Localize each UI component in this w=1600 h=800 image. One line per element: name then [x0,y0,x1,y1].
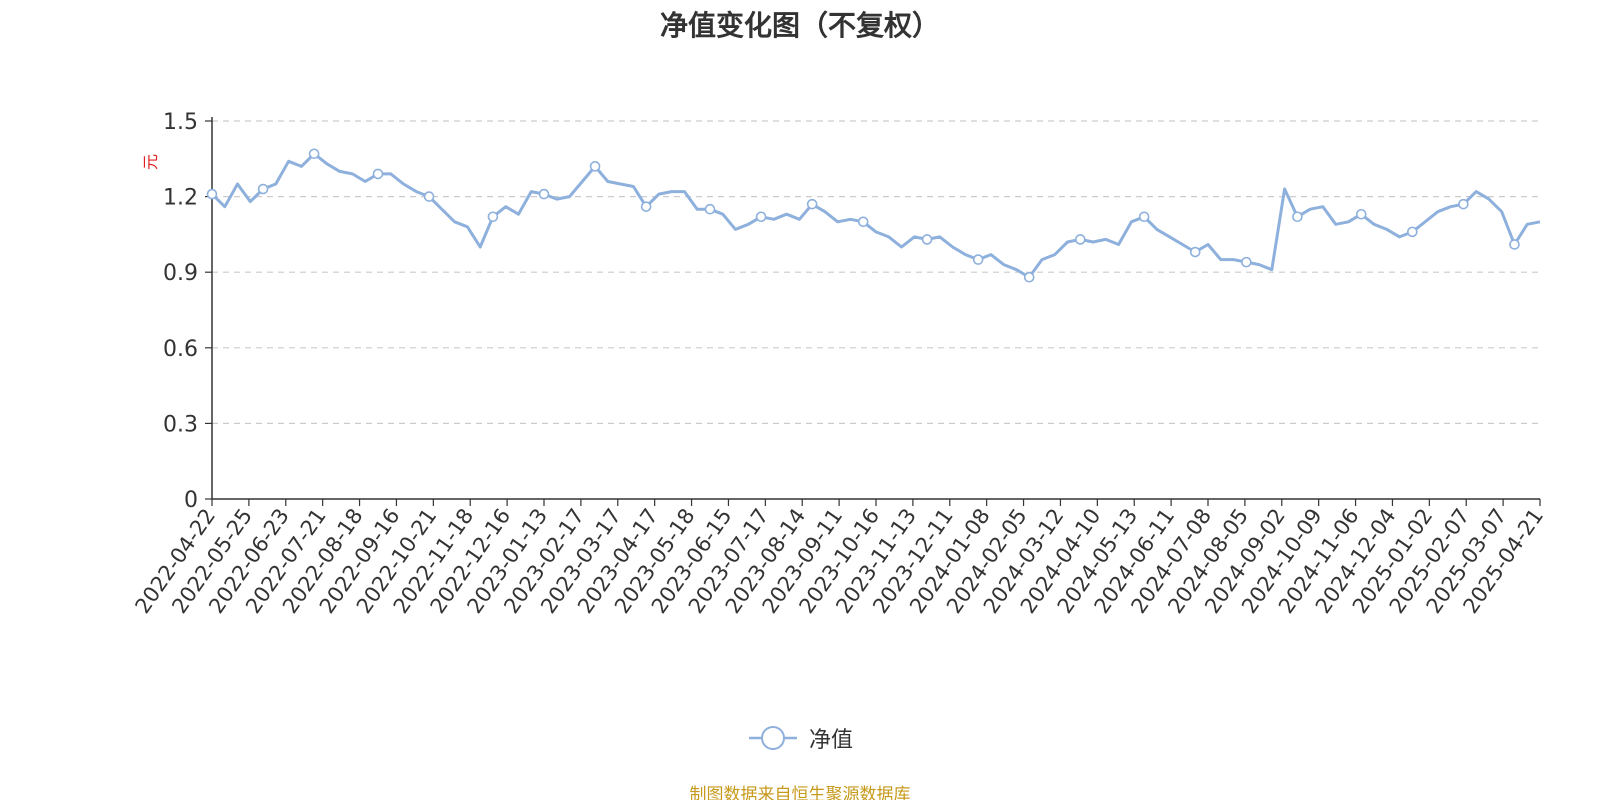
legend[interactable]: 净值 [0,722,1600,757]
data-point [487,211,499,223]
series-line [210,152,1541,279]
data-point [308,148,320,160]
data-point [1075,234,1086,245]
chart-title: 净值变化图（不复权） [659,9,940,42]
data-point [1509,239,1520,250]
data-point [1355,208,1367,220]
data-point [538,188,550,200]
y-tick-label: 1.2 [163,186,198,211]
data-point [1138,211,1150,223]
data-point [1407,226,1418,238]
y-tick-label: 0.3 [163,412,198,437]
legend-marker-icon [748,726,797,750]
legend-label: 净值 [808,728,853,753]
y-tick-label: 0.6 [163,337,198,362]
data-point [589,161,601,172]
data-point [1189,246,1201,258]
data-point [806,198,818,210]
data-point [972,254,984,265]
y-tick-label: 0 [184,488,198,513]
y-tick-label: 1.5 [163,110,198,135]
source-note: 制图数据来自恒生聚源数据库 [689,785,911,800]
data-point [640,201,652,212]
data-point [1292,211,1303,223]
data-point [372,168,384,180]
data-point [1241,256,1252,268]
data-point [1023,271,1035,283]
data-point [704,203,716,215]
y-axis-label: 元 [141,154,160,170]
data-point [423,191,435,202]
data-point [857,216,869,228]
data-point [1458,198,1469,210]
data-point [755,211,767,223]
data-point [206,188,218,200]
y-tick-label: 0.9 [163,261,198,286]
data-point [921,234,933,245]
data-point [257,183,269,195]
